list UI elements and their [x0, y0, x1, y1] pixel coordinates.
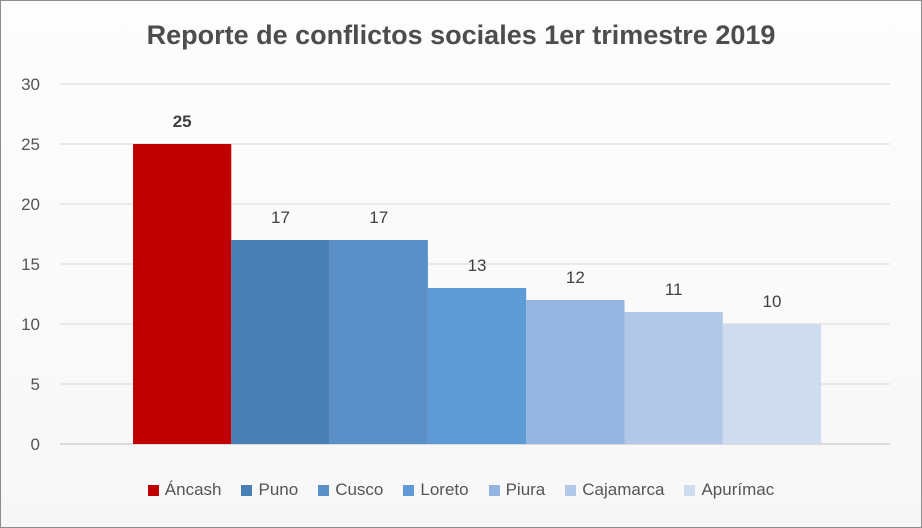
y-tick-label: 25 [21, 135, 40, 154]
bar-puno [231, 240, 330, 444]
legend-swatch [684, 484, 696, 496]
legend-label: Cusco [335, 480, 384, 499]
legend-label: Cajamarca [582, 480, 665, 499]
bar-cusco [329, 240, 428, 444]
legend-swatch [318, 484, 330, 496]
data-label: 17 [271, 208, 290, 227]
data-label: 25 [173, 112, 192, 131]
data-label: 10 [762, 292, 781, 311]
legend-label: Áncash [164, 480, 222, 499]
legend-item: Puno [241, 480, 298, 500]
y-tick-label: 30 [21, 75, 40, 94]
legend-swatch [147, 484, 159, 496]
legend-label: Loreto [420, 480, 469, 499]
legend-item: Cajamarca [565, 480, 664, 500]
legend-label: Piura [505, 480, 546, 499]
legend-item: Cusco [318, 480, 383, 500]
legend-item: Apurímac [684, 480, 774, 500]
bar-loreto [427, 288, 527, 444]
legend-label: Puno [258, 480, 299, 499]
legend-swatch [565, 484, 577, 496]
legend-item: Piura [488, 480, 546, 500]
bar-apurímac [722, 324, 822, 444]
bar-áncash [133, 144, 232, 444]
legend-swatch [403, 484, 415, 496]
y-tick-label: 5 [31, 375, 40, 394]
legend-swatch [241, 484, 253, 496]
data-label: 13 [468, 256, 487, 275]
legend-item: Áncash [147, 480, 222, 500]
y-tick-label: 15 [21, 255, 40, 274]
legend-item: Loreto [403, 480, 469, 500]
chart-legend: Áncash Puno Cusco Loreto Piura Cajamarca Apurí… [0, 480, 922, 500]
legend-label: Apurímac [701, 480, 775, 499]
data-label: 12 [566, 268, 585, 287]
data-label: 17 [369, 208, 388, 227]
legend-swatch [488, 484, 500, 496]
y-tick-label: 10 [21, 315, 40, 334]
y-tick-label: 20 [21, 195, 40, 214]
data-label: 11 [665, 280, 683, 299]
bar-piura [526, 300, 625, 444]
bar-cajamarca [624, 312, 723, 444]
chart-title: Reporte de conflictos sociales 1er trime… [146, 20, 776, 50]
y-tick-label: 0 [31, 435, 40, 454]
